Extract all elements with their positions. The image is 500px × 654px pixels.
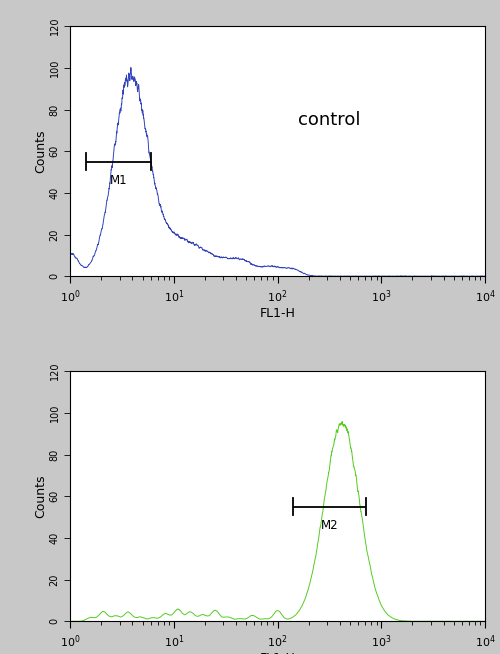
X-axis label: FL1-H: FL1-H xyxy=(260,653,296,654)
X-axis label: FL1-H: FL1-H xyxy=(260,307,296,320)
Y-axis label: Counts: Counts xyxy=(34,129,47,173)
Text: M2: M2 xyxy=(320,519,338,532)
Y-axis label: Counts: Counts xyxy=(34,475,47,518)
Text: M1: M1 xyxy=(110,174,127,187)
Text: control: control xyxy=(298,111,361,129)
